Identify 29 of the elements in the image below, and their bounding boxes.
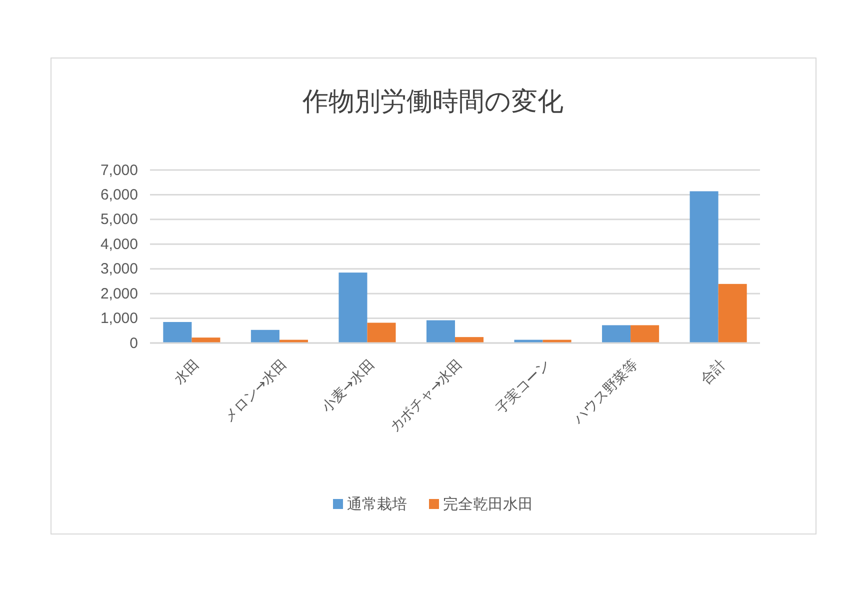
y-tick-label: 7,000 [100,162,138,179]
y-tick-label: 4,000 [100,236,138,253]
bar [718,284,747,343]
chart-title: 作物別労働時間の変化 [302,87,564,117]
y-tick-label: 2,000 [100,285,138,302]
bar [455,337,484,343]
x-tick-label: カボチャ→水田 [386,356,466,436]
x-tick-label: メロン→水田 [221,356,290,426]
bar [163,322,192,343]
bar [192,338,220,343]
bar [690,191,718,343]
bar [602,325,631,343]
bar [250,330,280,343]
x-tick-label: 小麦→水田 [318,356,378,416]
bar [338,272,368,343]
bar [426,320,455,343]
legend-label: 完全乾田水田 [443,495,533,513]
y-tick-label: 1,000 [100,310,138,328]
bar [367,322,396,343]
x-tick-label: 水田 [171,356,203,388]
bar [630,325,660,343]
legend-label: 通常栽培 [347,495,407,513]
x-tick-label: 子実コーン [492,356,554,418]
x-tick-label: 合計 [698,356,730,388]
y-tick-label: 6,000 [100,186,138,204]
x-tick-label: ハウス野菜等 [570,356,642,428]
y-tick-label: 3,000 [100,260,138,278]
y-tick-label: 5,000 [100,211,138,228]
y-tick-label: 0 [130,334,138,352]
